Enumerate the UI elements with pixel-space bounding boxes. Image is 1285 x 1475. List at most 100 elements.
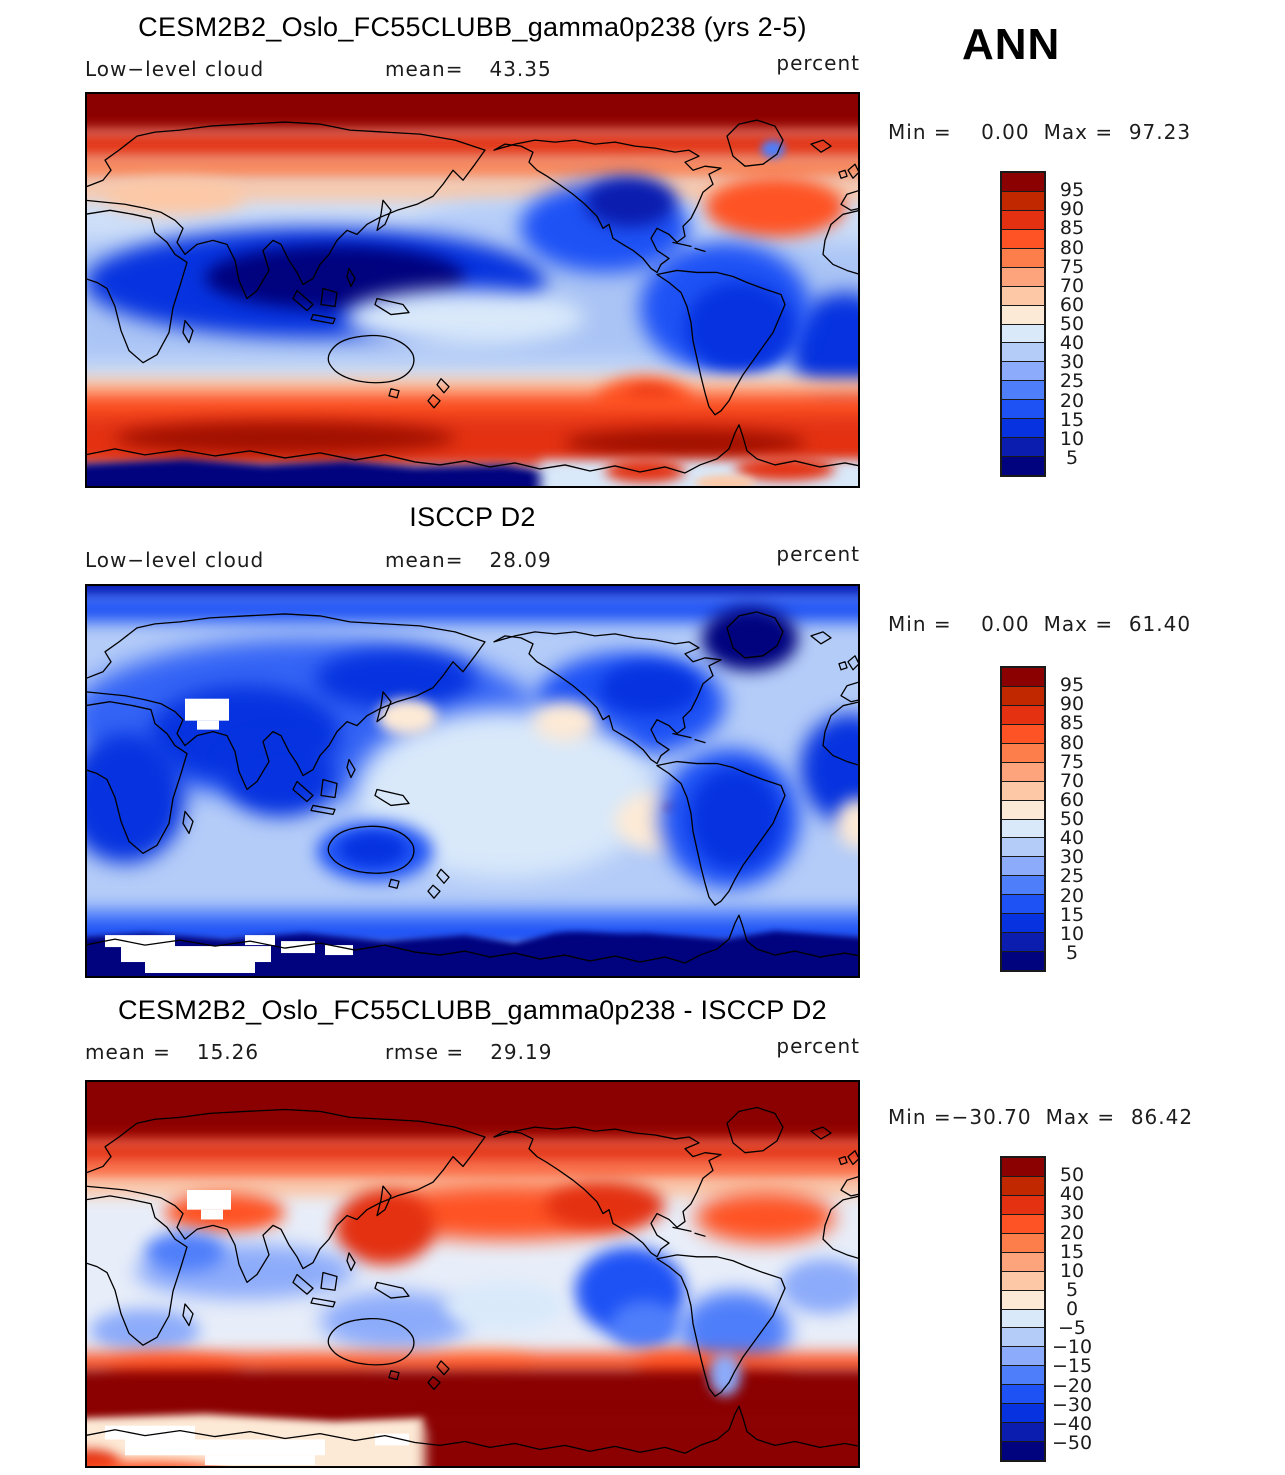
colorbar-segment bbox=[1002, 399, 1044, 419]
model-map bbox=[85, 92, 860, 488]
colorbar-ticks-diff: 50 40 30 20 15 10 5 0 −5 −10 −15 −20 −30 −40 −50 bbox=[1040, 1156, 1104, 1462]
colorbar-segment bbox=[1002, 437, 1044, 457]
colorbar-tick-label: 20 bbox=[1059, 884, 1085, 907]
colorbar-segment bbox=[1002, 951, 1044, 970]
colorbar-tick-label: 75 bbox=[1059, 255, 1085, 278]
colorbar-segment bbox=[1002, 418, 1044, 438]
colorbar-segment bbox=[1002, 761, 1044, 781]
colorbar-segment bbox=[1002, 304, 1044, 324]
colorbar-segment bbox=[1002, 1175, 1044, 1195]
colorbar-tick-label: 30 bbox=[1059, 351, 1085, 374]
colorbar-segment bbox=[1002, 1308, 1044, 1328]
colorbar-tick-label: 75 bbox=[1059, 750, 1085, 773]
colorbar-tick-label: 80 bbox=[1059, 236, 1085, 259]
panel-title-diff: CESM2B2_Oslo_FC55CLUBB_gamma0p238 - ISCC… bbox=[117, 995, 828, 1025]
colorbar-segment bbox=[1002, 1289, 1044, 1309]
colorbar-tick-label: 30 bbox=[1059, 1202, 1085, 1225]
stats-row-diff: mean = 15.26 rmse = 29.19 percent bbox=[85, 1034, 860, 1066]
colorbar-tick-label: 5 bbox=[1065, 446, 1079, 469]
colorbar-tick-label: 85 bbox=[1059, 712, 1085, 735]
colorbar-segment bbox=[1002, 173, 1044, 191]
colorbar-segment bbox=[1002, 247, 1044, 267]
map-frame bbox=[85, 92, 860, 488]
variable-label: Low−level cloud bbox=[85, 57, 265, 81]
colorbar-segment bbox=[1002, 1346, 1044, 1366]
colorbar-tick-label: 25 bbox=[1059, 865, 1085, 888]
stats-row-model: Low−level cloud mean= 43.35 percent bbox=[85, 51, 860, 83]
colorbar-tick-label: 10 bbox=[1059, 427, 1085, 450]
mean-stat: mean = 15.26 bbox=[85, 1040, 260, 1064]
colorbar-tick-label: −40 bbox=[1051, 1412, 1093, 1435]
colorbar-segment bbox=[1002, 1158, 1044, 1176]
colorbar-tick-label: 30 bbox=[1059, 846, 1085, 869]
colorbar-tick-label: −30 bbox=[1051, 1393, 1093, 1416]
units-label: percent bbox=[776, 1034, 860, 1058]
colorbar-segment bbox=[1002, 856, 1044, 876]
variable-label: Low−level cloud bbox=[85, 548, 265, 572]
colorbar-tick-label: 40 bbox=[1059, 332, 1085, 355]
colorbar-segment bbox=[1002, 799, 1044, 819]
colorbar-segment bbox=[1002, 685, 1044, 705]
colorbar-segment bbox=[1002, 342, 1044, 362]
colorbar-segment bbox=[1002, 323, 1044, 343]
colorbar-segment bbox=[1002, 723, 1044, 743]
colorbar-segment bbox=[1002, 913, 1044, 933]
colorbar-tick-label: 95 bbox=[1059, 179, 1085, 202]
colorbar-tick-label: 20 bbox=[1059, 1221, 1085, 1244]
colorbar-tick-label: −20 bbox=[1051, 1374, 1093, 1397]
colorbar-tick-label: 40 bbox=[1059, 827, 1085, 850]
colorbar-obs bbox=[1000, 666, 1046, 972]
colorbar-tick-label: 70 bbox=[1059, 769, 1085, 792]
colorbar-tick-label: 0 bbox=[1065, 1298, 1079, 1320]
panel-title-obs: ISCCP D2 bbox=[409, 502, 536, 532]
diff-map bbox=[85, 1080, 860, 1468]
colorbar-segment bbox=[1002, 894, 1044, 914]
missing-data-patches bbox=[105, 698, 353, 974]
colorbar-tick-label: 60 bbox=[1059, 293, 1085, 316]
colorbar-segment bbox=[1002, 456, 1044, 475]
minmax-diff: Min =−30.70 Max = 86.42 bbox=[888, 1105, 1194, 1129]
contour-field bbox=[85, 92, 860, 488]
colorbar-tick-label: −15 bbox=[1051, 1355, 1093, 1378]
colorbar-segment bbox=[1002, 704, 1044, 724]
mean-stat: mean= 28.09 bbox=[385, 548, 552, 572]
rmse-stat: rmse = 29.19 bbox=[385, 1040, 553, 1064]
colorbar-segment bbox=[1002, 1232, 1044, 1252]
colorbar-segment bbox=[1002, 228, 1044, 248]
colorbar-segment bbox=[1002, 1403, 1044, 1423]
colorbar-segment bbox=[1002, 932, 1044, 952]
colorbar-segment bbox=[1002, 875, 1044, 895]
minmax-obs: Min = 0.00 Max = 61.40 bbox=[888, 612, 1192, 636]
map-frame bbox=[85, 1080, 860, 1468]
colorbar-segment bbox=[1002, 1441, 1044, 1460]
colorbar-segment bbox=[1002, 1422, 1044, 1442]
season-label: ANN bbox=[962, 20, 1061, 69]
colorbar-segment bbox=[1002, 818, 1044, 838]
units-label: percent bbox=[776, 542, 860, 566]
colorbar-tick-label: 95 bbox=[1059, 674, 1085, 697]
colorbar-segment bbox=[1002, 285, 1044, 305]
colorbar-tick-label: 85 bbox=[1059, 217, 1085, 240]
colorbar-tick-label: 15 bbox=[1059, 1240, 1085, 1263]
minmax-model: Min = 0.00 Max = 97.23 bbox=[888, 120, 1192, 144]
colorbar-tick-label: 70 bbox=[1059, 274, 1085, 297]
colorbar-segment bbox=[1002, 1213, 1044, 1233]
colorbar-segment bbox=[1002, 742, 1044, 762]
colorbar-ticks-model: 95 90 85 80 75 70 60 50 40 30 25 20 15 10 5 bbox=[1040, 171, 1104, 477]
colorbar-diff bbox=[1000, 1156, 1046, 1462]
colorbar-segment bbox=[1002, 1270, 1044, 1290]
colorbar-tick-label: 50 bbox=[1059, 1164, 1085, 1187]
colorbar-segment bbox=[1002, 1365, 1044, 1385]
colorbar-tick-label: 10 bbox=[1059, 1259, 1085, 1282]
panel-title-model: CESM2B2_Oslo_FC55CLUBB_gamma0p238 (yrs 2… bbox=[138, 12, 807, 42]
colorbar-segment bbox=[1002, 209, 1044, 229]
contour-field bbox=[85, 1080, 860, 1468]
units-label: percent bbox=[776, 51, 860, 75]
colorbar-tick-label: 60 bbox=[1059, 788, 1085, 811]
colorbar-segment bbox=[1002, 668, 1044, 686]
colorbar-tick-label: 20 bbox=[1059, 389, 1085, 412]
colorbar-segment bbox=[1002, 1327, 1044, 1347]
colorbar-tick-label: 90 bbox=[1059, 198, 1085, 221]
colorbar-tick-label: 40 bbox=[1059, 1183, 1085, 1206]
